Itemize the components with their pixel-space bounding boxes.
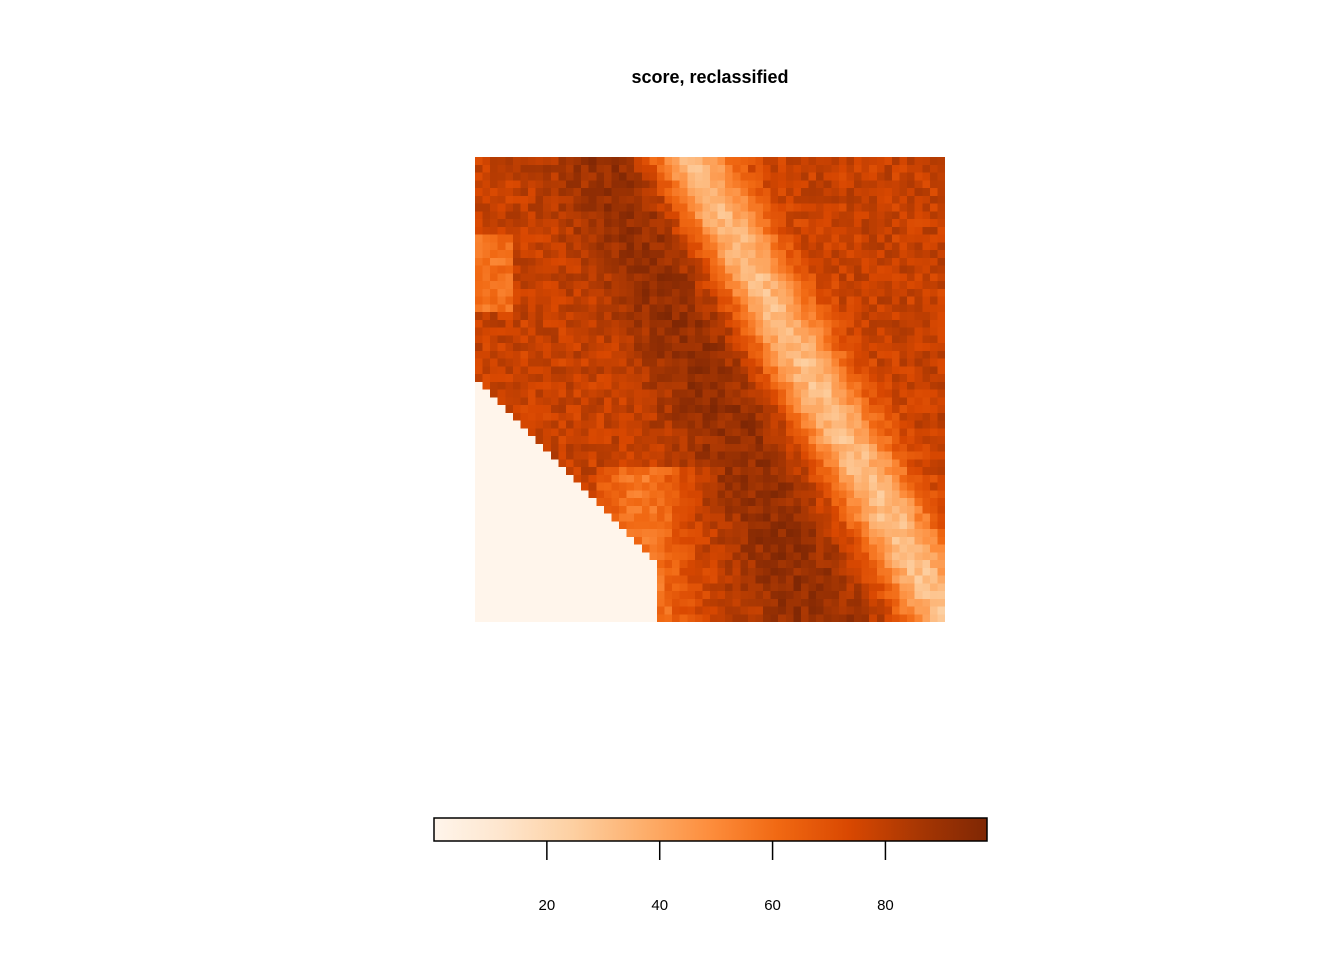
plot-title: score, reclassified (631, 67, 789, 87)
legend-ticks: 20 40 60 80 (539, 841, 894, 914)
color-legend: 20 40 60 80 (433, 817, 988, 914)
legend-tick-label: 20 (539, 897, 556, 914)
heatmap-raster (475, 157, 945, 622)
legend-tick-label: 60 (764, 897, 781, 914)
legend-colorbar (433, 817, 988, 842)
legend-tick-label: 40 (651, 897, 668, 914)
legend-tick-label: 80 (877, 897, 894, 914)
